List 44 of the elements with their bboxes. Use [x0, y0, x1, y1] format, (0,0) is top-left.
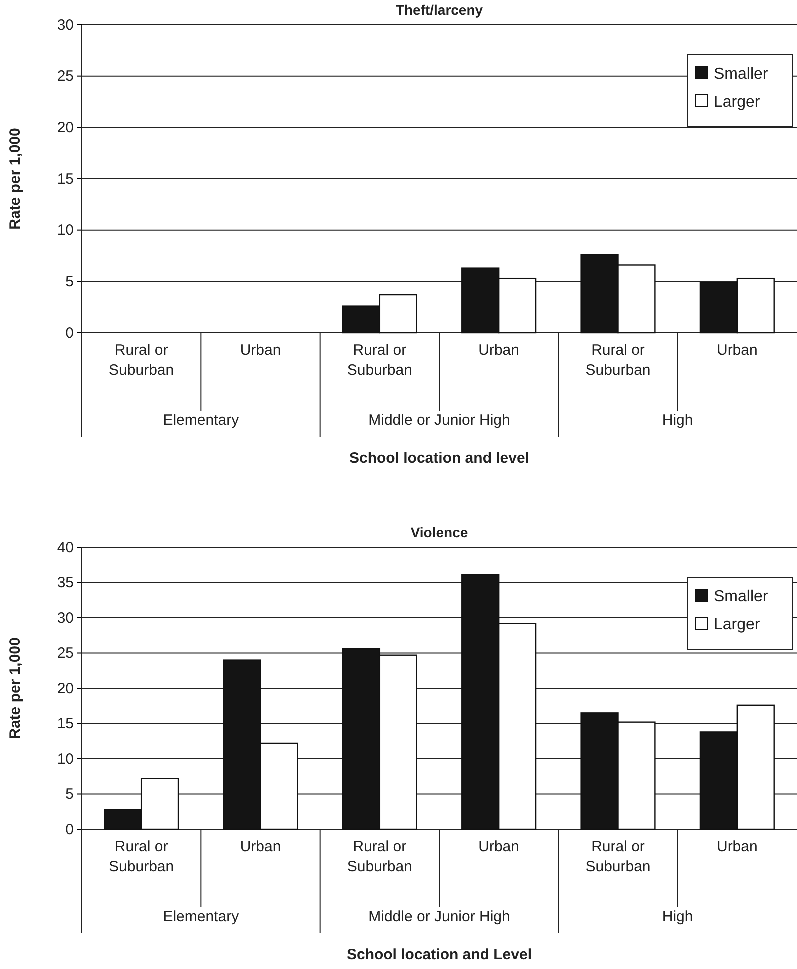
y-tick-label: 20 [57, 119, 74, 136]
y-axis-title: Rate per 1,000 [7, 638, 24, 740]
text: Elementary [163, 412, 240, 429]
legend-label: Larger [714, 94, 761, 111]
x-axis-title: School location and level [349, 450, 530, 467]
y-tick-label: 35 [57, 574, 74, 592]
y-tick-label: 20 [57, 680, 74, 698]
y-tick-label: 0 [66, 821, 74, 838]
y-axis-title: Rate per 1,000 [7, 128, 24, 230]
y-tick-label: 10 [57, 750, 74, 768]
x-tick-label: Rural or Suburban [109, 342, 174, 379]
text: Elementary [163, 908, 240, 926]
x-tick-label: Urban [716, 342, 758, 359]
y-tick-label: 5 [66, 786, 74, 804]
y-tick-label: 5 [66, 273, 74, 290]
text: Middle or Junior High [368, 908, 510, 926]
y-tick-label: 15 [57, 170, 74, 188]
y-tick-label: 40 [57, 539, 74, 556]
legend-label: Smaller [714, 66, 769, 83]
x-tick-label: Rural or Suburban [586, 838, 651, 876]
y-tick-label: 0 [66, 324, 74, 342]
x-tick-label: Urban [478, 342, 520, 359]
x-tick-label: Urban [240, 342, 282, 359]
x-tick-label: Urban [716, 838, 758, 856]
text: High [662, 908, 694, 926]
x-tick-label: Urban [240, 838, 282, 856]
x-tick-label: Urban [478, 838, 520, 856]
y-tick-label: 30 [57, 610, 74, 627]
x-axis-title: School location and Level [346, 946, 532, 964]
chart-title: Violence [410, 524, 468, 540]
legend-label: Larger [714, 616, 761, 634]
text: Middle or Junior High [368, 412, 510, 429]
x-tick-label: Rural or Suburban [109, 838, 174, 876]
y-tick-label: 30 [57, 16, 74, 34]
y-tick-label: 10 [57, 222, 74, 240]
x-tick-label: Rural or Suburban [347, 838, 412, 876]
y-tick-label: 25 [57, 68, 74, 86]
x-tick-label: Rural or Suburban [586, 342, 651, 379]
x-tick-label: Rural or Suburban [347, 342, 412, 379]
chart-title: Theft/larceny [396, 2, 484, 18]
y-tick-label: 25 [57, 645, 74, 662]
text: High [662, 412, 694, 429]
y-tick-label: 15 [57, 716, 74, 733]
legend-label: Smaller [714, 588, 769, 606]
